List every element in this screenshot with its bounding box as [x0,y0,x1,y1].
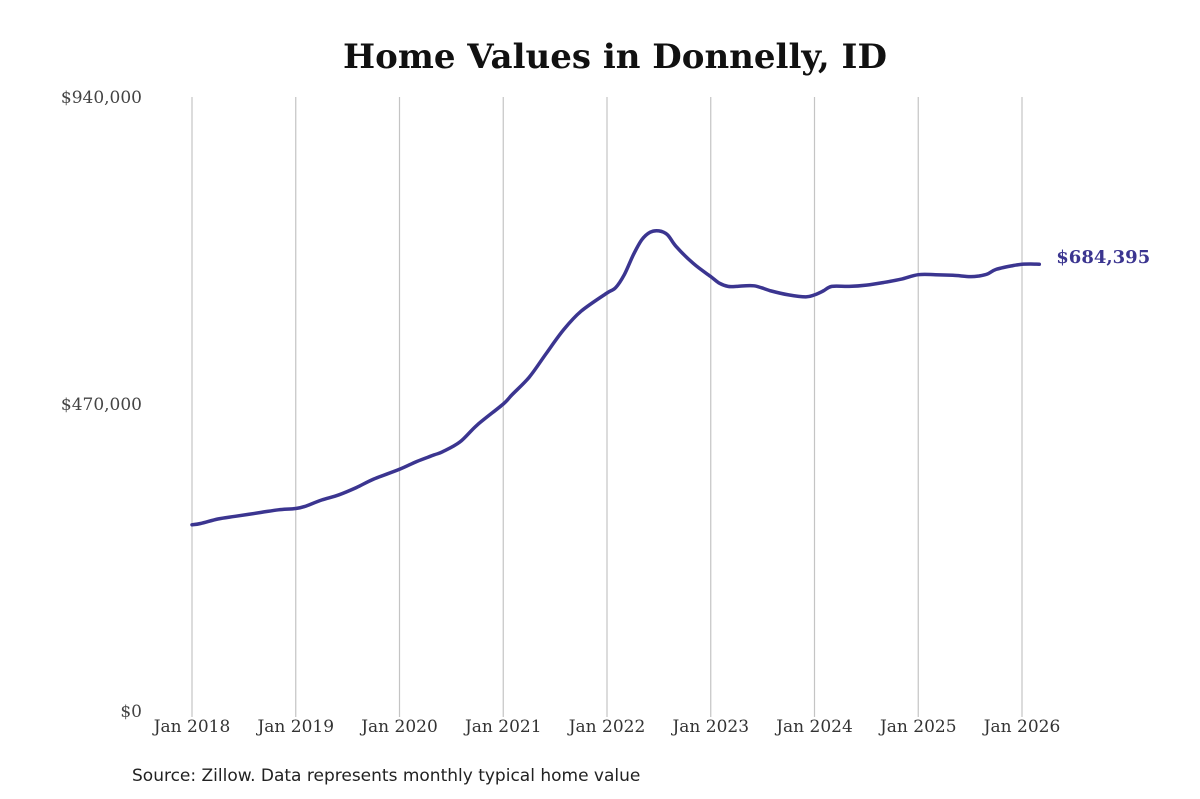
source-note: Source: Zillow. Data represents monthly … [132,766,640,786]
x-tick-label: Jan 2025 [878,717,957,737]
x-tick-label: Jan 2026 [982,717,1061,737]
x-axis-ticks: Jan 2018 Jan 2019 Jan 2020 Jan 2021 Jan 2022… [152,717,1061,737]
x-tick-label: Jan 2019 [255,717,334,737]
y-axis-ticks: $0 $470,000 $940,000 [61,88,142,722]
chart-title: Home Values in Donnelly, ID [343,37,887,77]
x-tick-label: Jan 2021 [463,717,542,737]
x-tick-label: Jan 2022 [567,717,646,737]
x-tick-label: Jan 2020 [359,717,438,737]
y-tick-label: $0 [120,702,142,722]
home-value-line [190,228,1042,527]
y-tick-label: $940,000 [61,88,142,108]
x-tick-label: Jan 2018 [152,717,231,737]
x-tick-label: Jan 2024 [774,717,853,737]
latest-value-label: $684,395 [1056,247,1150,268]
x-tick-label: Jan 2023 [670,717,749,737]
y-tick-label: $470,000 [61,395,142,415]
vertical-gridlines [191,97,1023,717]
